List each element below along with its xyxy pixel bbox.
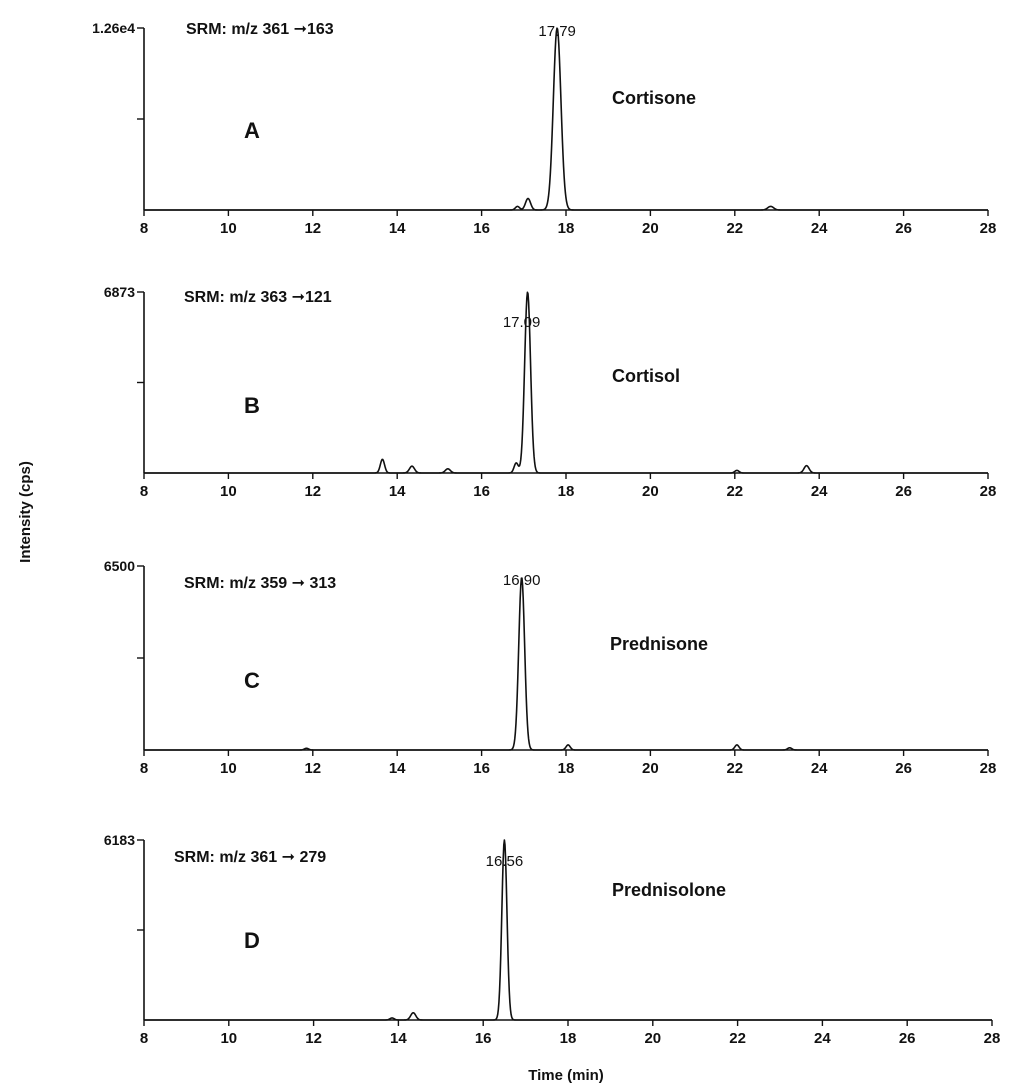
peak-time-label: 16.56: [486, 853, 524, 870]
panel-a: 1.26e4 8 10 12 14 16 18 20 22 24 26 28 17.79 SRM: m/z…: [92, 20, 996, 237]
x-tick-label: 16: [473, 220, 490, 237]
panel-letter: C: [244, 668, 260, 693]
x-tick-label: 12: [304, 220, 321, 237]
x-tick-label: 18: [558, 483, 575, 500]
x-tick-label: 28: [980, 760, 997, 777]
x-tick-label: 24: [811, 483, 828, 500]
x-tick-label: 24: [811, 220, 828, 237]
x-tick-label: 10: [220, 483, 237, 500]
x-tick-label: 10: [220, 220, 237, 237]
x-tick-label: 14: [390, 1030, 407, 1047]
x-tick-label: 22: [726, 220, 743, 237]
x-tick-label: 28: [980, 483, 997, 500]
x-tick-label: 14: [389, 483, 406, 500]
x-tick-label: 8: [140, 760, 148, 777]
y-max-label: 6500: [104, 558, 135, 574]
y-max-label: 6183: [104, 832, 135, 848]
x-tick-label: 8: [140, 220, 148, 237]
x-tick-label: 28: [984, 1030, 1001, 1047]
panel-c: 6500 8 10 12 14 16 18 20 22 24 26 28 16.90 SRM: m/z 3…: [104, 558, 997, 777]
srm-transition-label: SRM: m/z 363 ➞121: [184, 289, 332, 306]
chromatogram-trace: [143, 27, 989, 211]
x-tick-label: 28: [980, 220, 997, 237]
x-tick-label: 8: [140, 483, 148, 500]
peak-time-label: 17.09: [503, 314, 541, 331]
x-tick-label: 26: [895, 220, 912, 237]
x-tick-label: 26: [895, 483, 912, 500]
x-tick-label: 18: [560, 1030, 577, 1047]
x-tick-label: 20: [644, 1030, 661, 1047]
x-tick-label: 18: [558, 760, 575, 777]
panel-b: 6873 8 10 12 14 16 18 20 22 24 26 28 17.09 SRM: m/z 3…: [104, 284, 997, 500]
peak-time-label: 16.90: [503, 572, 541, 589]
x-axis-title: Time (min): [528, 1067, 604, 1084]
x-tick-label: 16: [473, 483, 490, 500]
panel-letter: B: [244, 393, 260, 418]
x-tick-label: 18: [558, 220, 575, 237]
compound-name: Cortisone: [612, 88, 696, 108]
y-max-label: 6873: [104, 284, 135, 300]
compound-name: Cortisol: [612, 366, 680, 386]
x-tick-label: 20: [642, 760, 659, 777]
x-tick-label: 26: [895, 760, 912, 777]
y-axis-title: Intensity (cps): [17, 461, 34, 563]
compound-name: Prednisolone: [612, 880, 726, 900]
x-tick-label: 24: [811, 760, 828, 777]
x-tick-label: 14: [389, 760, 406, 777]
srm-transition-label: SRM: m/z 359 ➞ 313: [184, 575, 336, 592]
chromatogram-trace: [143, 291, 989, 474]
panel-d: 6183 8 10 12 14 16 18 20 22 24 26 28 16.56 SRM: m/z 3…: [104, 832, 1001, 1047]
x-tick-label: 12: [305, 1030, 322, 1047]
y-max-label: 1.26e4: [92, 20, 135, 36]
x-tick-label: 22: [726, 760, 743, 777]
x-tick-label: 12: [304, 483, 321, 500]
x-tick-label: 26: [899, 1030, 916, 1047]
x-tick-label: 8: [140, 1030, 148, 1047]
x-tick-label: 20: [642, 483, 659, 500]
chromatogram-trace: [143, 577, 989, 751]
compound-name: Prednisone: [610, 634, 708, 654]
chromatogram-trace: [143, 839, 993, 1021]
x-tick-label: 10: [220, 760, 237, 777]
x-tick-label: 22: [726, 483, 743, 500]
peak-time-label: 17.79: [538, 23, 576, 40]
x-tick-label: 24: [814, 1030, 831, 1047]
panel-letter: A: [244, 118, 260, 143]
panels-group: 1.26e4 8 10 12 14 16 18 20 22 24 26 28 17.79 SRM: m/z…: [92, 20, 1000, 1047]
x-tick-label: 20: [642, 220, 659, 237]
panel-letter: D: [244, 928, 260, 953]
x-tick-label: 12: [304, 760, 321, 777]
srm-transition-label: SRM: m/z 361 ➞ 279: [174, 849, 326, 866]
x-tick-label: 16: [475, 1030, 492, 1047]
x-tick-label: 10: [220, 1030, 237, 1047]
x-tick-label: 14: [389, 220, 406, 237]
x-tick-label: 16: [473, 760, 490, 777]
x-tick-label: 22: [729, 1030, 746, 1047]
srm-transition-label: SRM: m/z 361 ➞163: [186, 21, 334, 38]
